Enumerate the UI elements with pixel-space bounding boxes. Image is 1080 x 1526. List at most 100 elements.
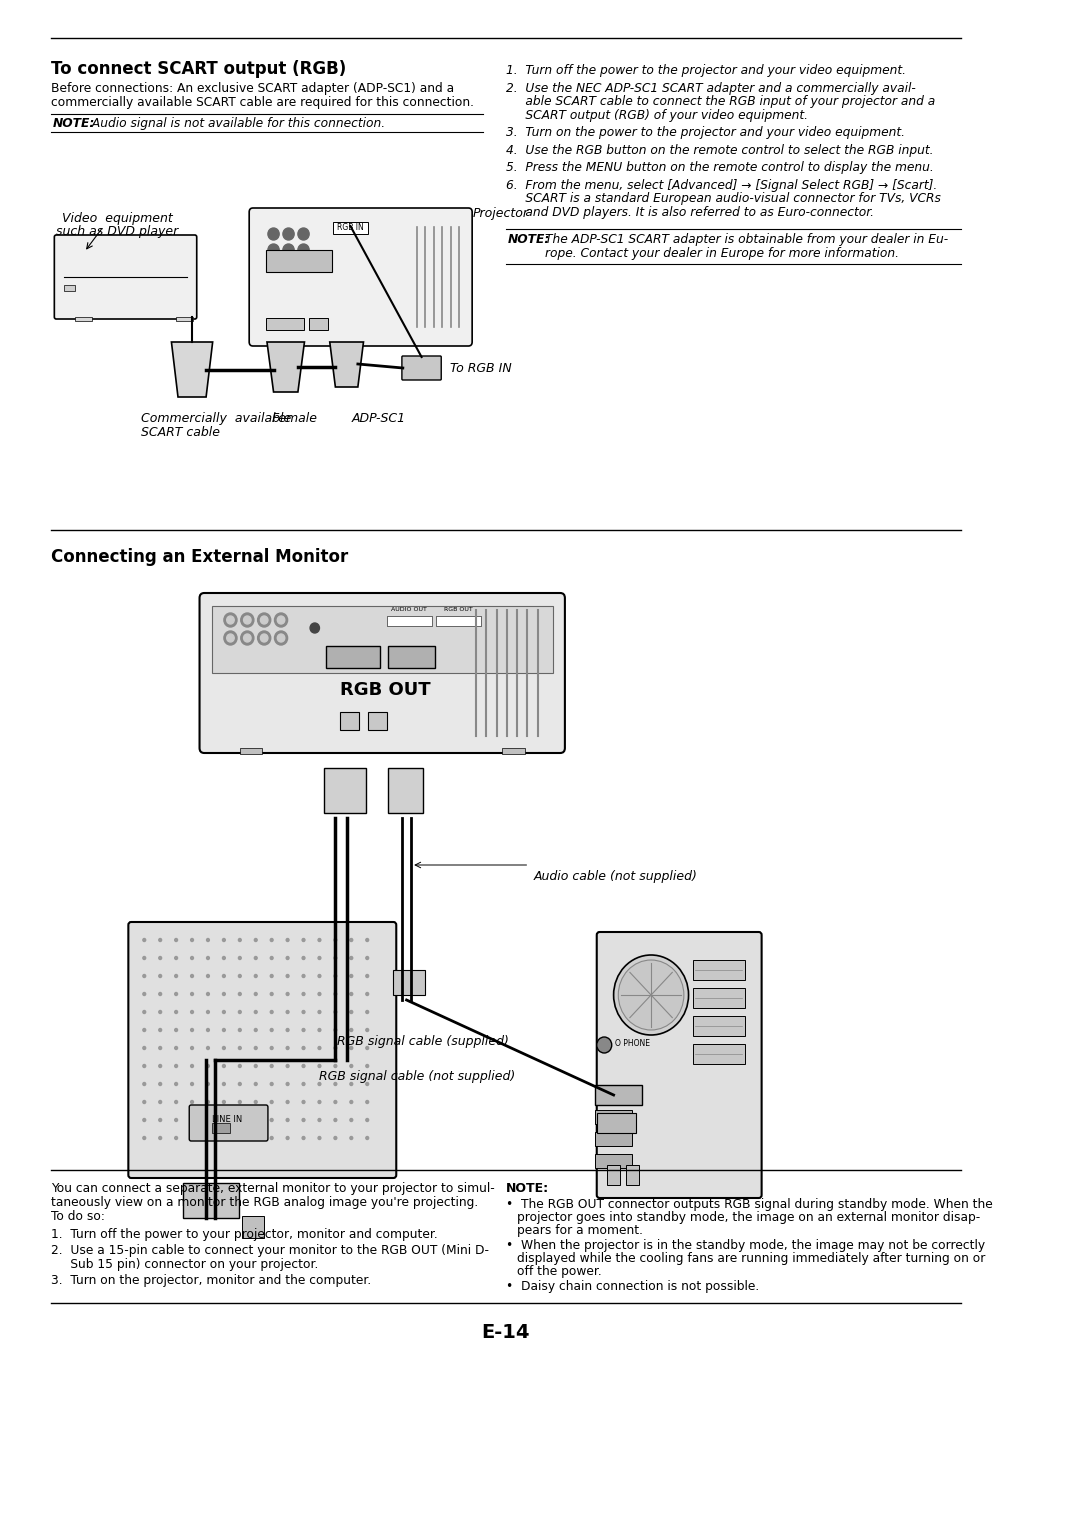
Circle shape <box>143 975 146 978</box>
Circle shape <box>318 1029 321 1032</box>
Bar <box>212 1123 230 1132</box>
Text: 5.  Press the MENU button on the remote control to display the menu.: 5. Press the MENU button on the remote c… <box>505 162 933 174</box>
Text: Projector: Projector <box>473 208 529 220</box>
Bar <box>388 768 423 813</box>
Bar <box>212 606 553 673</box>
Circle shape <box>366 1100 368 1103</box>
Circle shape <box>334 938 337 942</box>
Text: LINE IN: LINE IN <box>212 1116 242 1125</box>
Circle shape <box>270 1010 273 1013</box>
Circle shape <box>334 1137 337 1140</box>
Circle shape <box>143 1065 146 1068</box>
Circle shape <box>302 992 305 995</box>
Text: 1.  Turn off the power to your projector, monitor and computer.: 1. Turn off the power to your projector,… <box>51 1228 437 1241</box>
Circle shape <box>159 1137 162 1140</box>
Circle shape <box>334 1082 337 1085</box>
Circle shape <box>224 613 237 627</box>
Text: 1.  Turn off the power to the projector and your video equipment.: 1. Turn off the power to the projector a… <box>505 64 906 76</box>
Circle shape <box>255 975 257 978</box>
Circle shape <box>206 1065 210 1068</box>
Circle shape <box>143 1100 146 1103</box>
Bar <box>324 768 366 813</box>
Bar <box>595 1132 633 1146</box>
Circle shape <box>143 1047 146 1050</box>
Circle shape <box>270 1082 273 1085</box>
Circle shape <box>298 244 309 256</box>
Text: taneously view on a monitor the RGB analog image you're projecting.: taneously view on a monitor the RGB anal… <box>51 1196 477 1209</box>
Circle shape <box>191 1047 193 1050</box>
Circle shape <box>241 630 254 645</box>
Circle shape <box>143 938 146 942</box>
Circle shape <box>260 633 268 642</box>
Circle shape <box>298 227 309 240</box>
Circle shape <box>255 938 257 942</box>
Circle shape <box>270 1119 273 1122</box>
Circle shape <box>283 227 294 240</box>
FancyBboxPatch shape <box>402 356 442 380</box>
Text: RGB signal cable (supplied): RGB signal cable (supplied) <box>337 1035 509 1048</box>
FancyBboxPatch shape <box>129 922 396 1178</box>
Circle shape <box>286 1010 289 1013</box>
Circle shape <box>224 630 237 645</box>
Circle shape <box>286 938 289 942</box>
Text: •  When the projector is in the standby mode, the image may not be correctly: • When the projector is in the standby m… <box>505 1239 985 1251</box>
Bar <box>625 1164 639 1186</box>
Circle shape <box>191 1029 193 1032</box>
Polygon shape <box>267 342 305 392</box>
Circle shape <box>143 992 146 995</box>
Circle shape <box>143 1082 146 1085</box>
Circle shape <box>318 957 321 960</box>
Circle shape <box>318 1082 321 1085</box>
Circle shape <box>302 1100 305 1103</box>
Circle shape <box>286 1100 289 1103</box>
Bar <box>595 1109 633 1125</box>
Bar <box>693 1016 745 1036</box>
Text: You can connect a separate, external monitor to your projector to simul-: You can connect a separate, external mon… <box>51 1183 495 1195</box>
Circle shape <box>350 992 353 995</box>
Circle shape <box>222 1119 226 1122</box>
Circle shape <box>318 1119 321 1122</box>
Circle shape <box>159 1119 162 1122</box>
Circle shape <box>366 938 368 942</box>
Circle shape <box>159 1100 162 1103</box>
Circle shape <box>270 1029 273 1032</box>
Circle shape <box>255 1010 257 1013</box>
Circle shape <box>222 938 226 942</box>
Circle shape <box>239 975 241 978</box>
Circle shape <box>143 1119 146 1122</box>
Circle shape <box>334 1047 337 1050</box>
Circle shape <box>159 957 162 960</box>
Text: 6.  From the menu, select [Advanced] → [Signal Select RGB] → [Scart].: 6. From the menu, select [Advanced] → [S… <box>505 179 937 191</box>
Circle shape <box>302 1065 305 1068</box>
Text: SCART cable: SCART cable <box>140 426 219 439</box>
Circle shape <box>222 1047 226 1050</box>
Text: NOTE:: NOTE: <box>508 233 550 246</box>
Polygon shape <box>172 342 213 397</box>
Circle shape <box>191 957 193 960</box>
Text: 3.  Turn on the power to the projector and your video equipment.: 3. Turn on the power to the projector an… <box>505 127 905 139</box>
Circle shape <box>175 1065 177 1068</box>
Circle shape <box>366 975 368 978</box>
Circle shape <box>206 1100 210 1103</box>
Circle shape <box>143 1137 146 1140</box>
Circle shape <box>159 975 162 978</box>
Circle shape <box>286 1029 289 1032</box>
Circle shape <box>255 1082 257 1085</box>
Bar <box>597 1112 636 1132</box>
Circle shape <box>366 1137 368 1140</box>
Text: •  The RGB OUT connector outputs RGB signal during standby mode. When the: • The RGB OUT connector outputs RGB sign… <box>505 1198 993 1212</box>
Text: 4.  Use the RGB button on the remote control to select the RGB input.: 4. Use the RGB button on the remote cont… <box>505 143 933 157</box>
Circle shape <box>302 1119 305 1122</box>
Circle shape <box>191 1010 193 1013</box>
Circle shape <box>274 613 287 627</box>
Text: Female: Female <box>272 412 318 426</box>
Text: SCART is a standard European audio-visual connector for TVs, VCRs: SCART is a standard European audio-visua… <box>505 192 941 204</box>
Circle shape <box>175 957 177 960</box>
Bar <box>693 987 745 1009</box>
Bar <box>693 960 745 980</box>
Bar <box>183 1183 239 1218</box>
Bar <box>368 713 387 729</box>
Circle shape <box>286 1137 289 1140</box>
Circle shape <box>222 1082 226 1085</box>
Circle shape <box>206 1137 210 1140</box>
